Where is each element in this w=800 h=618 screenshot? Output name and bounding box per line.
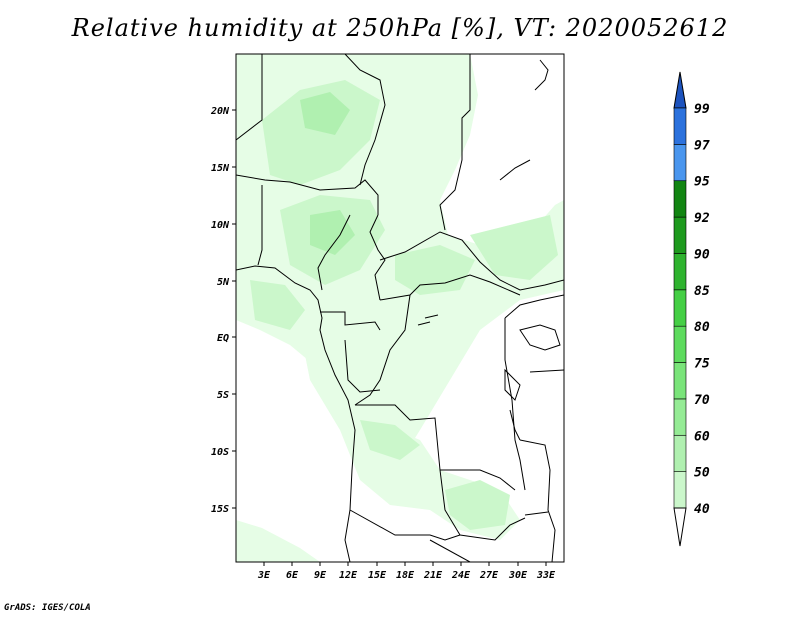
lat-label: EQ [217,333,229,344]
humidity-core-3 [395,245,475,295]
colorbar-label: 95 [694,175,710,190]
map-frame [235,53,565,563]
chart-title: Relative humidity at 250hPa [%], VT: 202… [71,14,729,42]
lon-label: 18E [396,570,415,581]
humidity-shading [236,54,564,562]
colorbar-segment [673,144,687,182]
colorbar-label: 85 [694,284,710,299]
lon-label: 30E [508,570,528,581]
colorbar-label: 97 [694,138,710,153]
colorbar-segment [673,180,687,218]
country-borders [236,54,564,562]
colorbar-label: 60 [694,429,710,444]
lon-label: 21E [423,570,443,581]
humidity-core-4 [470,215,558,280]
colorbar-label: 80 [694,320,710,335]
longitude-labels: 3E 6E 9E 12E 15E 18E 21E 24E 27E 30E 33E [257,570,556,581]
axis-ticks [232,109,547,566]
colorbar-label: 40 [694,502,710,517]
colorbar-label: 50 [694,466,710,481]
colorbar-segment [673,398,687,436]
humidity-core-6 [250,280,305,330]
colorbar-segment [673,216,687,254]
lon-label: 24E [451,570,471,581]
colorbar-segment [673,325,687,363]
colorbar-bottom-arrow [673,507,687,547]
latitude-labels: 20N 15N 10N 5N EQ 5S 10S 15S [210,106,230,515]
colorbar-segment [673,289,687,327]
lat-label: 5N [217,277,230,288]
lon-label: 6E [286,570,299,581]
humidity-core-9 [310,210,355,255]
lon-label: 33E [536,570,556,581]
colorbar-label: 92 [694,211,710,226]
lon-label: 9E [314,570,327,581]
lon-label: 27E [479,570,499,581]
lat-label: 20N [210,106,230,117]
colorbar-segment [673,434,687,472]
colorbar-label: 90 [694,247,710,262]
lat-label: 5S [217,390,229,401]
lon-label: 12E [339,570,358,581]
credit-label: GrADS: IGES/COLA [4,603,91,613]
colorbar: 40 50 60 70 75 80 85 90 92 95 97 99 [673,71,710,547]
lat-label: 10N [211,220,230,231]
lat-label: 15N [211,163,230,174]
humidity-area-southwest [236,520,320,562]
colorbar-label: 99 [694,102,710,117]
lat-label: 15S [211,504,229,515]
lon-label: 3E [257,570,271,581]
humidity-core-1 [262,80,380,185]
colorbar-segment [673,253,687,291]
humidity-core-7 [360,420,420,460]
humidity-core-8 [300,92,350,135]
lon-label: 15E [368,570,387,581]
humidity-core-5 [445,480,510,530]
colorbar-top-arrow [673,71,687,109]
colorbar-segment [673,107,687,145]
colorbar-label: 75 [694,357,710,372]
colorbar-segment [673,362,687,400]
lat-label: 10S [211,447,229,458]
colorbar-label: 70 [694,393,710,408]
colorbar-segment [673,471,687,509]
